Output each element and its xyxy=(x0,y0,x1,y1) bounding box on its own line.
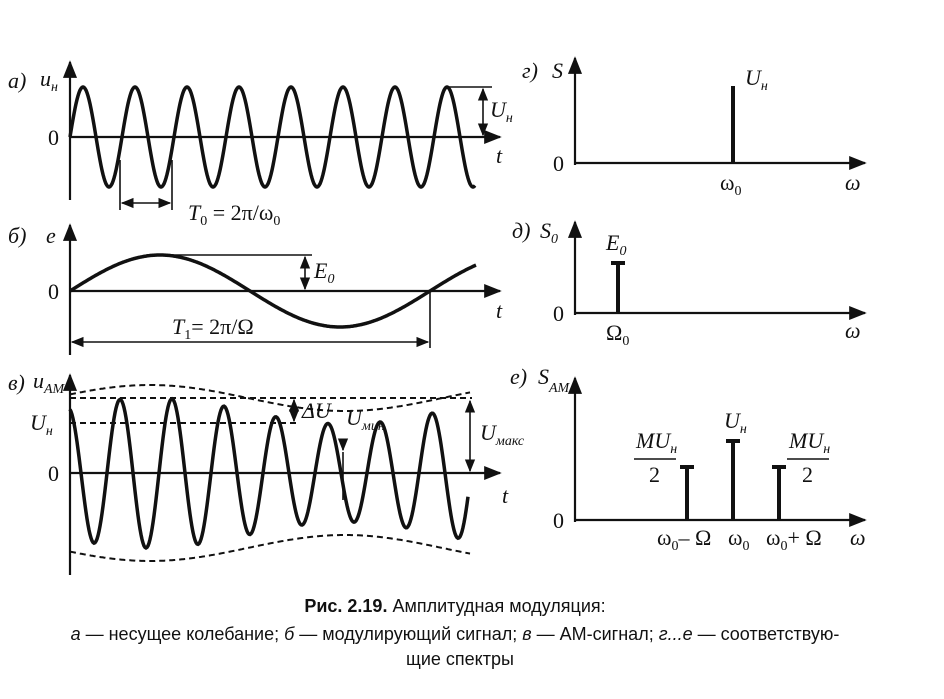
zero-label: 0 xyxy=(48,461,59,486)
x-axis-label: t xyxy=(496,143,503,168)
y-axis-label: S0 xyxy=(540,218,558,247)
am-wave xyxy=(68,396,470,551)
x-axis-label: t xyxy=(496,298,503,323)
y-axis-label: uн xyxy=(40,66,58,95)
envelope xyxy=(69,534,471,562)
caption-segment: а xyxy=(71,624,81,644)
panel-d: г) S 0 ω Uн ω0 xyxy=(522,56,867,199)
side-label-num: MUн xyxy=(635,428,677,457)
x-axis-label: ω xyxy=(845,170,861,195)
zero-label: 0 xyxy=(553,508,564,533)
freq-label: ω0– Ω xyxy=(657,525,711,554)
panel-a: а) uн 0 t Uн T0 = 2π/ω0 xyxy=(8,60,513,229)
side-label-den: 2 xyxy=(802,462,813,487)
panel-label: в) xyxy=(8,370,25,395)
panel-label: е) xyxy=(510,364,527,389)
caption-segment: в xyxy=(522,624,531,644)
caption-segment: — модулирующий сигнал; xyxy=(294,624,522,644)
carrier-wave xyxy=(68,85,477,189)
y-axis-label: S xyxy=(552,58,563,83)
freq-label: Ω0 xyxy=(606,320,629,349)
caption-segment: — несущее колебание; xyxy=(81,624,285,644)
freq-label: ω0 xyxy=(728,525,749,554)
panel-f: е) SAM 0 ω MUн 2 MUн 2 Uн ω0– Ω ω0 ω0+ Ω xyxy=(510,364,867,554)
caption-segment: б xyxy=(284,624,295,644)
caption-segment: г...е xyxy=(659,624,693,644)
side-label-num: MUн xyxy=(788,428,830,457)
amplitude-label: E0 xyxy=(313,258,334,287)
period-label: T1= 2π/Ω xyxy=(172,314,254,343)
freq-label: ω0+ Ω xyxy=(766,525,822,554)
line-label: E0 xyxy=(605,230,626,259)
panel-label: б) xyxy=(8,223,26,248)
side-label-den: 2 xyxy=(649,462,660,487)
zero-label: 0 xyxy=(553,301,564,326)
zero-label: 0 xyxy=(553,151,564,176)
caption-line: а — несущее колебание; б — модулирующий … xyxy=(71,624,840,644)
panel-label: д) xyxy=(512,218,530,243)
y-axis-label: uAM xyxy=(33,368,66,397)
x-axis-label: t xyxy=(502,483,509,508)
panel-label: г) xyxy=(522,58,538,83)
envelope xyxy=(69,384,471,412)
caption-segment: — АМ-сигнал; xyxy=(532,624,659,644)
line-label: Uн xyxy=(745,65,768,94)
min-label: Uмин xyxy=(346,405,385,434)
x-axis-label: ω xyxy=(845,318,861,343)
y-axis-label: SAM xyxy=(538,364,571,396)
max-label: Uмакс xyxy=(480,420,525,449)
zero-label: 0 xyxy=(48,125,59,150)
caption-segment: — соответствую- xyxy=(693,624,840,644)
caption-line: щие спектры xyxy=(406,649,514,669)
period-label: T0 = 2π/ω0 xyxy=(188,200,280,229)
delta-label: ΔU xyxy=(301,398,333,423)
center-label: Uн xyxy=(724,408,747,437)
zero-label: 0 xyxy=(48,279,59,304)
amplitude-label: Uн xyxy=(490,97,513,126)
caption-title: Рис. 2.19. Амплитудная модуляция: xyxy=(304,596,605,616)
carrier-label: Uн xyxy=(30,410,53,439)
y-axis-label: e xyxy=(46,223,56,248)
x-axis-label: ω xyxy=(850,525,866,550)
panel-e: д) S0 0 ω E0 Ω0 xyxy=(512,218,867,349)
freq-label: ω0 xyxy=(720,170,741,199)
caption: Рис. 2.19. Амплитудная модуляция: а — не… xyxy=(71,596,840,669)
panel-label: а) xyxy=(8,68,26,93)
panel-b: б) e 0 t E0 T1= 2π/Ω xyxy=(8,223,503,355)
modulating-wave xyxy=(69,253,477,329)
panel-c: в) uAM 0 t Uн ΔU Uмин Uмакс xyxy=(8,368,525,575)
